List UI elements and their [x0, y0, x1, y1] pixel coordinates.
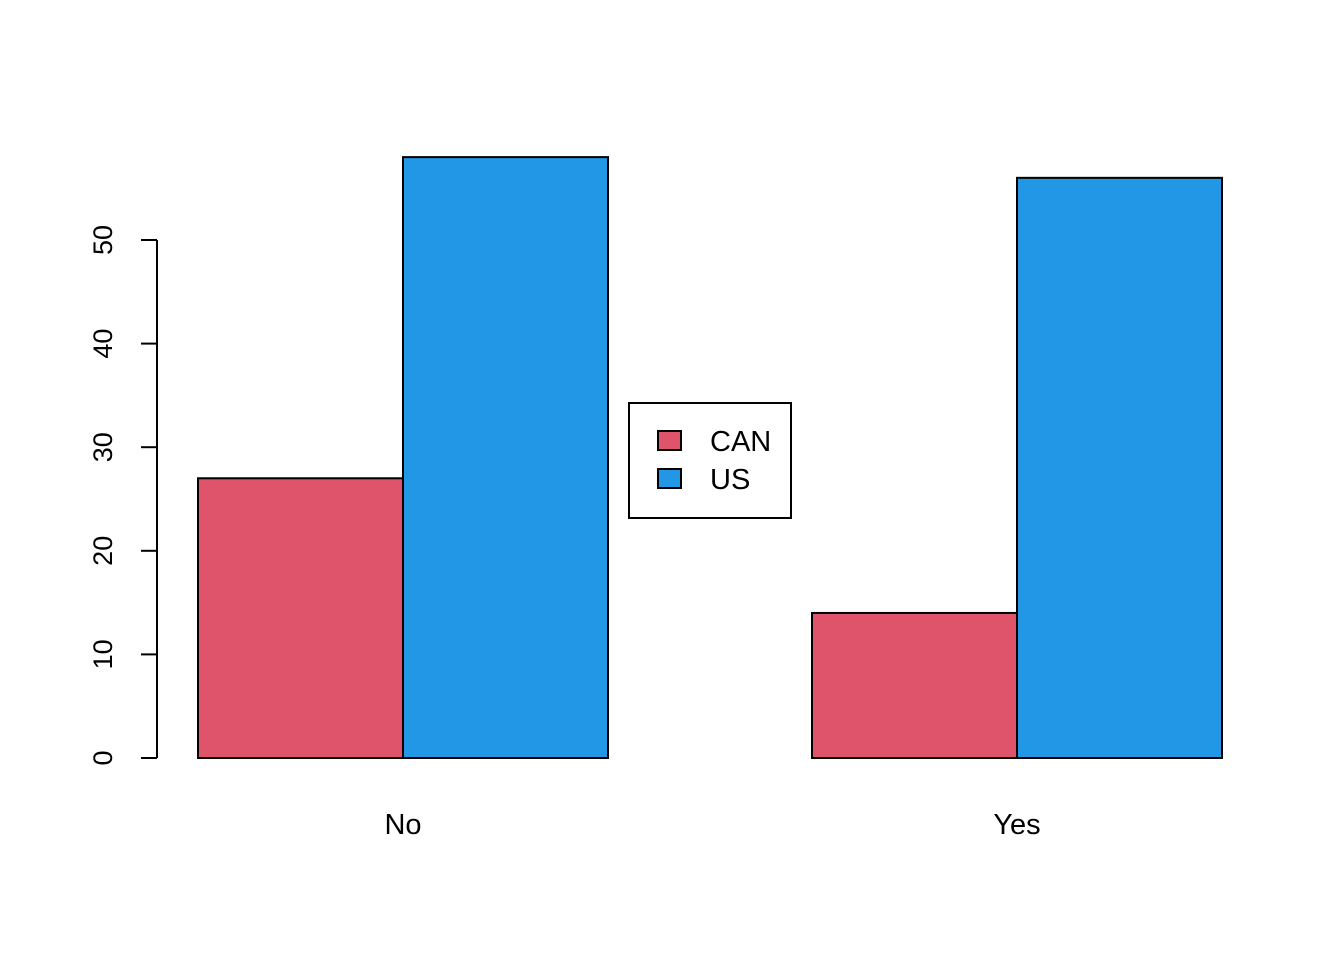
- y-tick-label: 30: [88, 432, 118, 462]
- legend-swatch: [657, 430, 682, 451]
- bar-can-no: [197, 477, 404, 759]
- x-tick-label: Yes: [993, 809, 1040, 841]
- bar-us-yes: [1016, 176, 1223, 759]
- legend-label: CAN: [710, 426, 771, 458]
- legend: CAN US: [628, 402, 792, 519]
- y-tick-label: 50: [88, 225, 118, 255]
- bars-group: [197, 156, 1223, 760]
- legend-label: US: [710, 464, 750, 496]
- x-tick-label: No: [384, 809, 421, 841]
- y-tick-label: 20: [88, 536, 118, 566]
- bar-us-no: [402, 156, 609, 759]
- legend-swatch: [657, 468, 682, 489]
- y-tick-label: 40: [88, 329, 118, 359]
- y-tick-label: 10: [88, 639, 118, 669]
- bar-can-yes: [811, 611, 1018, 760]
- x-axis-labels: No Yes: [384, 809, 1040, 841]
- y-axis: 0 10 20 30 40 50: [88, 225, 158, 766]
- y-tick-label: 0: [88, 750, 118, 765]
- legend-box: [628, 402, 792, 519]
